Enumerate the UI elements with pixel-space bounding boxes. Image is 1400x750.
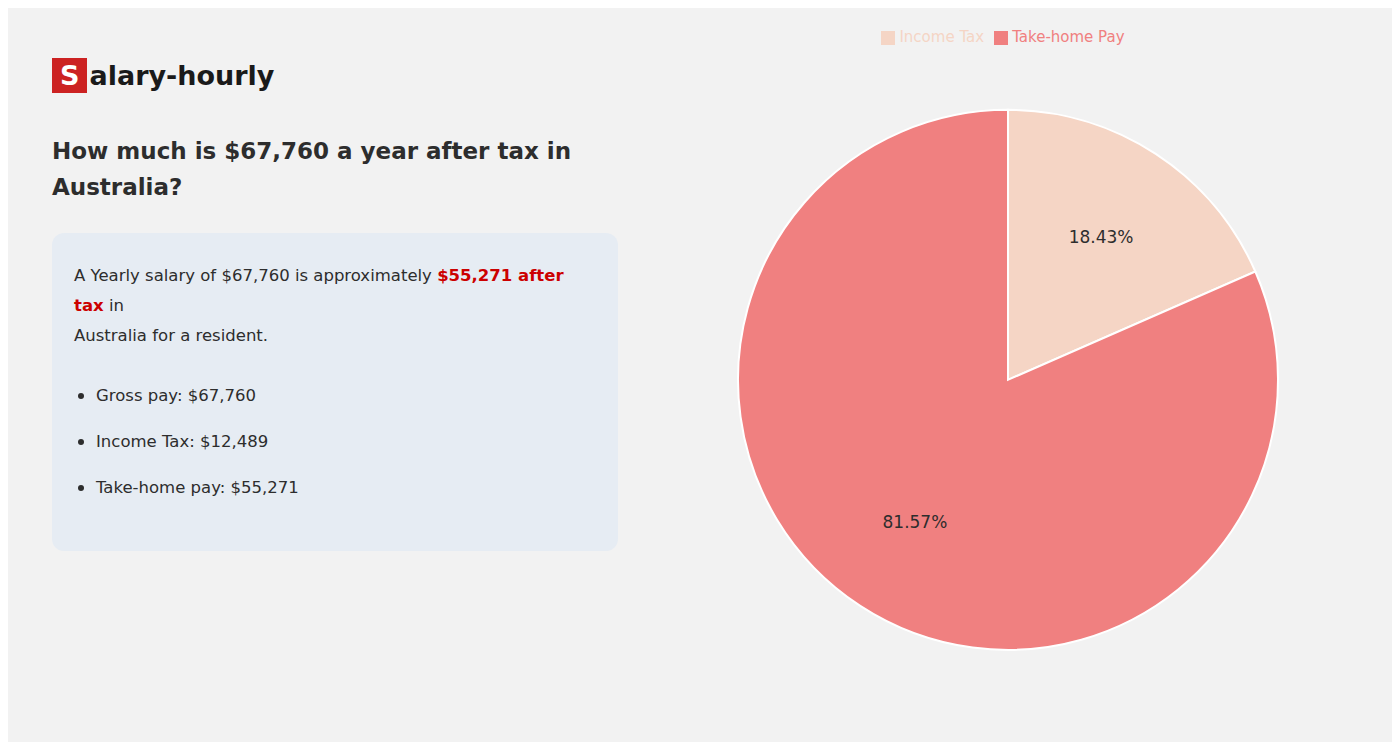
html-text:Australia?: Australia?	[52, 174, 183, 200]
html-text:How much is $67,760 a year aft: How much is $67,760 a year after tax in	[52, 138, 572, 164]
html-text:Take-home pay: $55,271: Take-home pay: $55,271	[96, 478, 299, 497]
svg-text:18.43%: 18.43%	[1069, 227, 1134, 247]
html-text:Australia for a resident.: Australia for a resident.	[74, 326, 269, 345]
svg-text:81.57%: 81.57%	[883, 512, 948, 532]
html-text:Income Tax: $12,489: Income Tax: $12,489	[96, 432, 269, 451]
html-text:Income Tax: Income Tax	[899, 28, 985, 46]
html-text:Take-home Pay: Take-home Pay	[1012, 28, 1125, 46]
html-text:S alary-hourly: S alary-hourly	[60, 60, 275, 91]
html-text:A Yearly salary of $67,760 is: A Yearly salary of $67,760 is approximat…	[74, 266, 570, 315]
html-text:Gross pay: $67,760: Gross pay: $67,760	[96, 386, 256, 405]
